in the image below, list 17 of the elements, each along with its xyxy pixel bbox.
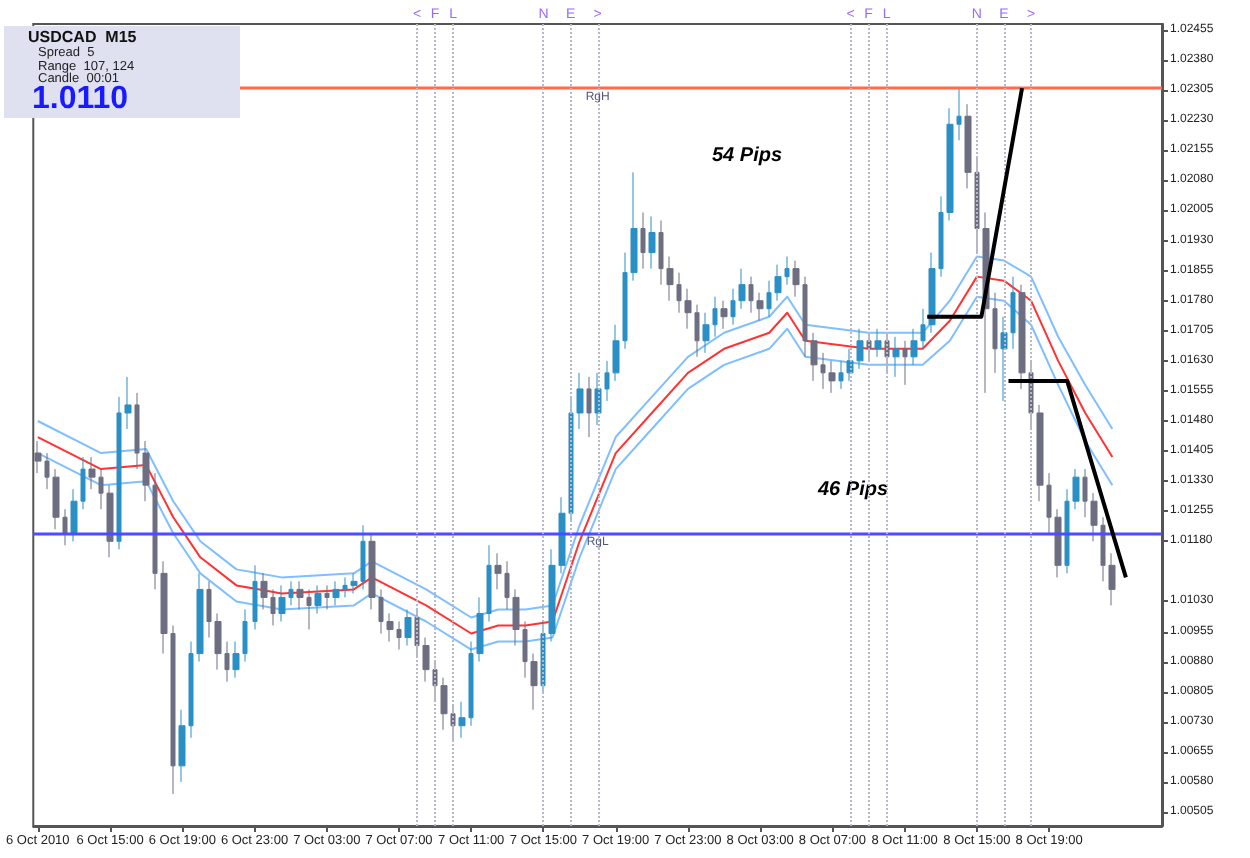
- candlestick: [314, 584, 322, 614]
- candlestick: [252, 564, 258, 631]
- chart-title: USDCAD M15: [28, 28, 137, 46]
- annotation: 54 Pips: [712, 145, 783, 167]
- candlestick: [586, 376, 592, 438]
- candlestick: [892, 336, 900, 378]
- candlestick: [828, 360, 836, 394]
- candlestick: [874, 328, 882, 358]
- annotation: 1.0110: [32, 82, 129, 116]
- candlestick: [278, 584, 286, 622]
- candlestick: [648, 215, 656, 270]
- candlestick: [332, 580, 340, 606]
- candlestick: [902, 340, 908, 386]
- candlestick: [404, 608, 412, 647]
- candlestick: [720, 300, 728, 330]
- candlestick: [324, 584, 330, 610]
- candlestick: [640, 211, 646, 270]
